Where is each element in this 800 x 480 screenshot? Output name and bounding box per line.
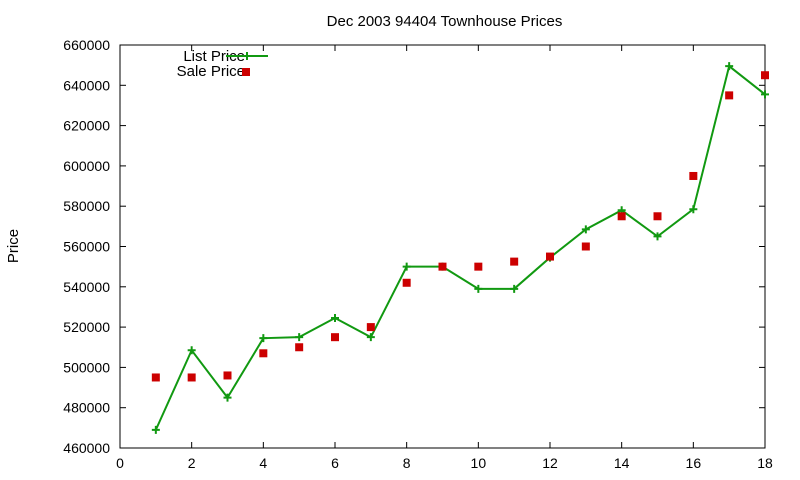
y-tick-label: 500000 — [63, 359, 110, 375]
list-price-point — [223, 393, 232, 402]
list-price-point — [653, 232, 662, 241]
list-price-point — [402, 262, 411, 271]
sale-price-point — [295, 343, 304, 352]
x-tick-label: 6 — [331, 455, 339, 471]
sale-price-point — [689, 171, 698, 180]
y-axis-label: Price — [5, 229, 22, 263]
list-price-point — [761, 90, 769, 99]
x-tick-label: 8 — [403, 455, 411, 471]
sale-price-point — [366, 323, 375, 332]
sale-price-point — [761, 71, 769, 80]
plot-frame — [119, 44, 766, 449]
legend-label-list-price: List Price — [183, 48, 245, 65]
list-price-point — [187, 346, 196, 355]
sale-price-point — [438, 262, 447, 271]
list-price-point — [689, 205, 698, 214]
list-price-line — [154, 64, 766, 431]
y-tick-label: 520000 — [63, 319, 110, 335]
y-tick-label: 460000 — [63, 440, 110, 456]
list-price-point — [331, 314, 339, 323]
sale-price-point — [402, 278, 411, 287]
x-tick-labels: 0 2 4 6 8 10 12 14 16 18 — [116, 455, 773, 471]
sale-price-point — [546, 252, 554, 261]
sale-price-point — [259, 349, 268, 358]
x-tick-label: 0 — [116, 455, 124, 471]
x-tick-label: 14 — [614, 455, 630, 471]
list-price-point — [510, 284, 519, 293]
y-tick-label: 480000 — [63, 400, 110, 416]
list-price-point — [725, 62, 734, 71]
legend-marker-list-price — [243, 52, 251, 60]
x-tick-label: 12 — [542, 455, 558, 471]
y-tick-label: 600000 — [63, 158, 110, 174]
sale-price-point — [617, 212, 626, 221]
sale-price-point — [187, 373, 196, 382]
x-tick-label: 2 — [188, 455, 196, 471]
y-tick-label: 540000 — [63, 279, 110, 295]
sale-price-point — [581, 242, 590, 251]
sale-price-point — [725, 91, 734, 100]
y-tick-label: 640000 — [63, 77, 110, 93]
y-tick-label: 580000 — [63, 198, 110, 214]
y-tick-labels: 460000 480000 500000 520000 540000 560000 5800… — [63, 37, 110, 456]
sale-price-point — [151, 373, 160, 382]
x-tick-label: 10 — [471, 455, 487, 471]
legend-label-sale-price: Sale Price — [177, 63, 245, 80]
sale-price-point — [331, 333, 339, 342]
sale-price-point — [474, 262, 483, 271]
legend-marker-sale-price — [242, 68, 250, 76]
y-tick-label: 620000 — [63, 118, 110, 134]
sale-price-point — [510, 257, 519, 266]
series-layer — [151, 62, 769, 434]
x-tick-label: 18 — [757, 455, 773, 471]
x-tick-label: 4 — [259, 455, 267, 471]
axis-ticks — [119, 44, 766, 449]
sale-price-point — [223, 371, 232, 380]
y-tick-label: 660000 — [63, 37, 110, 53]
chart-title: Dec 2003 94404 Townhouse Prices — [327, 13, 563, 30]
y-tick-label: 560000 — [63, 239, 110, 255]
list-price-point — [151, 425, 160, 434]
list-price-point — [366, 333, 375, 342]
x-tick-label: 16 — [686, 455, 702, 471]
sale-price-point — [653, 212, 662, 221]
list-price-point — [581, 225, 590, 234]
list-price-point — [259, 334, 268, 343]
list-price-point — [474, 284, 483, 293]
list-price-point — [295, 333, 304, 342]
